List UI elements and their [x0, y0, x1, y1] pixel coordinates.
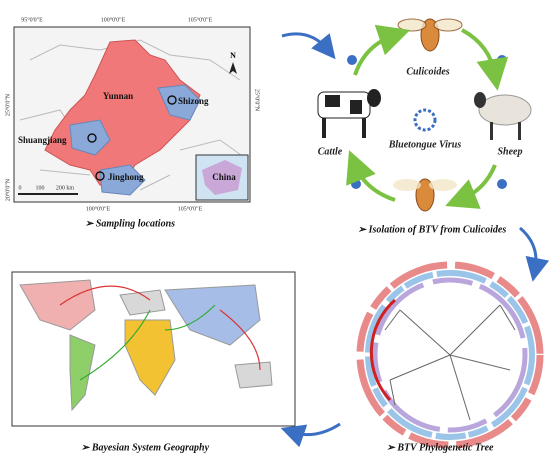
jinghong-area	[99, 164, 146, 196]
ring-outer	[356, 261, 544, 449]
shizong-area	[157, 84, 201, 121]
tick: 100°0'0"E	[101, 16, 126, 23]
tick: 105°0'0"E	[178, 205, 203, 212]
scale-label: 0	[19, 185, 22, 191]
tick: 25°0'0"N	[254, 89, 261, 112]
ring-inner	[372, 277, 528, 433]
province-label: Yunnan	[103, 91, 133, 101]
branches	[384, 304, 516, 421]
cycle-panel: Culicoides Cattle Sheep Bluetongue Virus…	[317, 18, 532, 235]
tree-panel: ➢ BTV Phylogenetic Tree	[356, 261, 544, 453]
tick: 25°0'0"N	[4, 93, 11, 116]
north-america	[19, 279, 96, 331]
caption: ➢ Sampling locations	[85, 218, 175, 229]
europe	[119, 289, 166, 316]
caption: ➢ Bayesian System Geography	[81, 442, 210, 453]
vector-label: Culicoides	[406, 66, 449, 77]
site-label: Shuangjiang	[18, 135, 67, 145]
map-panel: 95°0'0"E 100°0'0"E 105°0'0"E 100°0'0"E 1…	[4, 16, 260, 229]
north-arrow: N	[230, 51, 236, 60]
scale-label: 100	[36, 185, 45, 191]
china-shape	[202, 160, 242, 195]
virus-icon	[413, 108, 437, 132]
caption: ➢ BTV Phylogenetic Tree	[387, 442, 495, 453]
site-label: Shizong	[178, 96, 209, 106]
culicoides-icon	[397, 18, 463, 52]
sheep-icon	[474, 92, 532, 140]
pins	[87, 95, 177, 181]
borders	[19, 39, 249, 191]
inset-label: China	[212, 172, 236, 182]
caption: ➢ Isolation of BTV from Culicoides	[358, 224, 507, 235]
culicoides-icon-2	[393, 178, 457, 212]
ring-mid	[365, 270, 535, 440]
site-label: Jinghong	[108, 172, 144, 182]
world-panel: ➢ Bayesian System Geography	[11, 271, 296, 453]
tick: 105°0'0"E	[188, 16, 213, 23]
tick: 95°0'0"E	[21, 16, 43, 23]
tick: 20°0'0"N	[4, 178, 11, 201]
host-label: Cattle	[318, 146, 343, 157]
shuangjiang-area	[69, 119, 111, 156]
scale-bar	[18, 193, 78, 195]
north-symbol	[229, 62, 237, 74]
transmission-routes	[59, 285, 261, 381]
cycle-arrows	[346, 24, 509, 209]
clade	[369, 298, 396, 402]
cattle-icon	[317, 89, 381, 138]
tick: 100°0'0"E	[86, 205, 111, 212]
flow-arrows	[280, 32, 550, 448]
host-label: Sheep	[498, 146, 523, 157]
south-america	[69, 334, 96, 412]
virus-label: Bluetongue Virus	[388, 139, 462, 150]
scale-label: 200 km	[56, 185, 75, 191]
australia	[234, 361, 273, 389]
